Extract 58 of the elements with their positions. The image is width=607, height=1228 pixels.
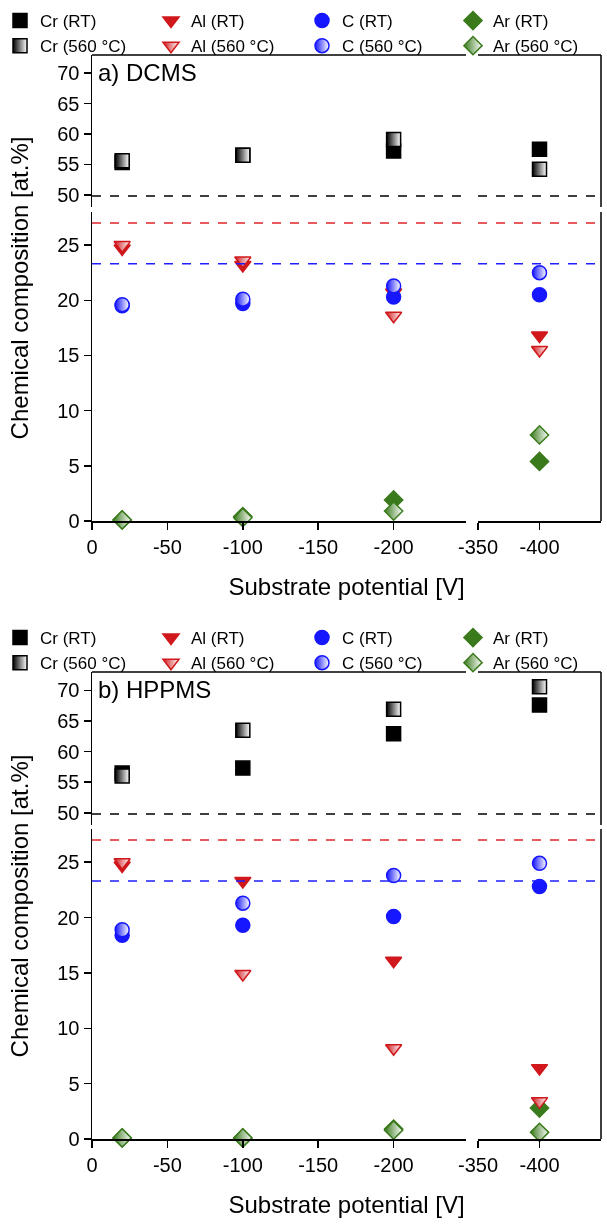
y-tick-label: 60 [57,123,80,146]
legend-label: C (RT) [342,12,393,32]
y-tick-label: 65 [57,92,80,115]
legend-label: Ar (560 °C) [493,654,579,674]
x-tick-label: -50 [152,1153,182,1176]
y-tick-label: 55 [57,771,80,794]
x-tick-label: -100 [222,535,263,558]
x-tick-label: -200 [373,1153,414,1176]
y-tick-label: 60 [57,740,80,763]
x-tick-label: -50 [152,535,182,558]
legend-label: Ar (RT) [493,12,549,32]
legend-label: Al (560 °C) [191,654,275,674]
y-tick-label: 55 [57,153,80,176]
x-tick-label: -100 [222,1153,263,1176]
legend-label: Cr (560 °C) [40,654,127,674]
annotation: a) DCMS [98,59,197,86]
y-tick-label: 70 [57,62,80,85]
y-tick-label: 0 [68,1128,80,1150]
y-axis-title: Chemical composition [at.%] [6,136,34,440]
legend-label: C (RT) [342,629,393,649]
y-tick-label: 20 [57,906,80,929]
x-tick-label: -400 [519,535,560,558]
legend-label: Ar (560 °C) [493,37,579,57]
x-tick-label: -350 [457,535,499,558]
y-axis-title: Chemical composition [at.%] [6,754,34,1057]
y-tick-label: 20 [57,289,80,312]
annotation: b) HPPMS [98,676,212,703]
y-tick-label: 50 [57,801,80,824]
legend-label: Cr (560 °C) [40,37,127,57]
x-tick-label: 0 [86,535,98,558]
x-tick-label: -400 [519,1153,560,1176]
y-tick-label: 10 [57,399,80,422]
y-tick-label: 5 [68,1072,80,1095]
y-tick-label: 70 [57,679,80,702]
y-tick-label: 0 [68,510,80,532]
legend-label: Cr (RT) [40,629,97,649]
legend-label: C (560 °C) [342,37,423,57]
legend-label: Al (RT) [191,629,245,649]
y-tick-label: 25 [57,234,80,257]
y-tick-label: 50 [57,183,80,206]
x-tick-label: -150 [298,1153,339,1176]
legend-label: Ar (RT) [493,629,549,649]
x-tick-label: -150 [298,535,339,558]
x-tick-label: -350 [457,1153,499,1176]
x-tick-label: 0 [86,1153,98,1176]
y-tick-label: 5 [68,454,80,477]
y-tick-label: 65 [57,709,80,732]
y-tick-label: 10 [57,1017,80,1040]
legend-label: Al (560 °C) [191,37,275,57]
legend-label: Cr (RT) [40,12,97,32]
x-axis-title: Substrate potential [V] [228,573,465,601]
y-tick-label: 15 [57,344,80,367]
y-tick-label: 15 [57,961,80,984]
x-tick-label: -200 [373,535,414,558]
x-axis-title: Substrate potential [V] [228,1191,465,1219]
legend-label: Al (RT) [191,12,245,32]
legend-label: C (560 °C) [342,654,423,674]
y-tick-label: 25 [57,851,80,874]
